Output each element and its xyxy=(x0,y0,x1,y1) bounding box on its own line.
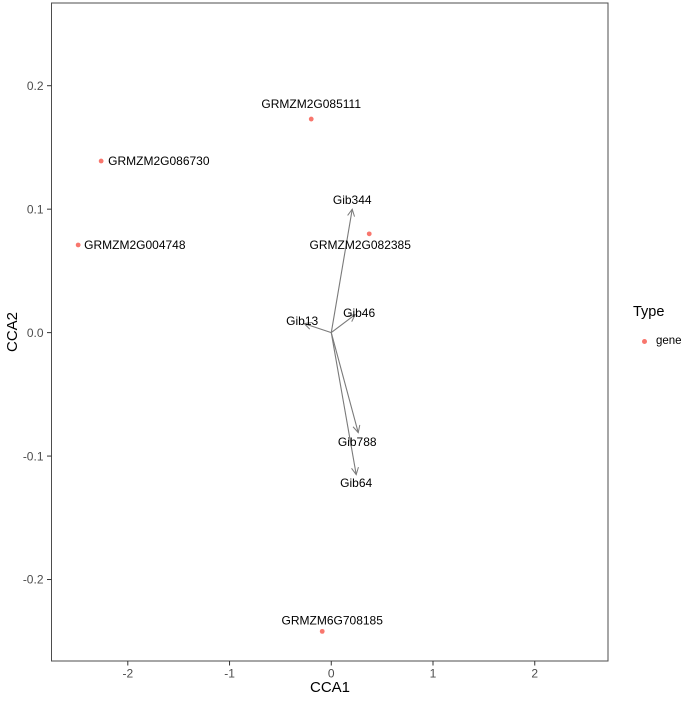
y-axis-title: CCA2 xyxy=(4,312,21,352)
x-axis-title: CCA1 xyxy=(310,679,350,696)
cca-arrow xyxy=(330,313,357,334)
y-tick-label: -0.1 xyxy=(23,449,44,463)
legend-item-label: gene xyxy=(656,335,682,347)
gene-point-label: GRMZM2G004748 xyxy=(84,238,186,252)
cca-arrows xyxy=(303,208,361,476)
axis-ticks: 0.2 0.1 0.0 -0.1 -0.2 -2 -1 0 1 2 xyxy=(23,79,539,681)
gene-point xyxy=(366,231,372,237)
y-tick-label: -0.2 xyxy=(23,573,44,587)
gene-point-label: GRMZM6G708185 xyxy=(282,613,384,627)
cca-arrow-label: Gib788 xyxy=(338,435,377,449)
cca-arrow-label: Gib344 xyxy=(333,193,372,207)
gene-point xyxy=(308,116,314,122)
gene-points xyxy=(75,116,372,634)
y-tick-label: 0.0 xyxy=(27,326,44,340)
cca-arrow xyxy=(330,208,355,333)
gene-point-label: GRMZM2G085111 xyxy=(261,97,361,111)
gene-point xyxy=(75,242,81,248)
legend-title: Type xyxy=(633,304,665,320)
gene-point-label: GRMZM2G086730 xyxy=(108,154,210,168)
gene-legend-dot-icon xyxy=(642,338,647,344)
legend: Type gene xyxy=(633,304,682,347)
cca-arrow-label: Gib64 xyxy=(340,476,372,490)
y-tick-label: 0.1 xyxy=(27,202,44,216)
gene-point-label: GRMZM2G082385 xyxy=(310,238,412,252)
gene-point xyxy=(319,628,325,634)
text-labels: Gib344 Gib46 Gib13 Gib788 Gib64 GRMZM2G085111… xyxy=(84,97,411,627)
cca-arrow xyxy=(330,332,361,434)
x-tick-label: -2 xyxy=(122,667,133,681)
gene-point xyxy=(98,158,104,164)
x-tick-label: 1 xyxy=(430,667,437,681)
cca-arrow xyxy=(303,322,332,334)
cca-arrow-label: Gib13 xyxy=(286,314,318,328)
x-tick-label: 2 xyxy=(531,667,538,681)
y-tick-label: 0.2 xyxy=(27,79,44,93)
x-tick-label: -1 xyxy=(224,667,235,681)
cca-arrow-label: Gib46 xyxy=(343,306,375,320)
legend-item-gene: gene xyxy=(642,335,682,347)
x-tick-label: 0 xyxy=(328,667,335,681)
cca-arrow xyxy=(330,332,359,476)
